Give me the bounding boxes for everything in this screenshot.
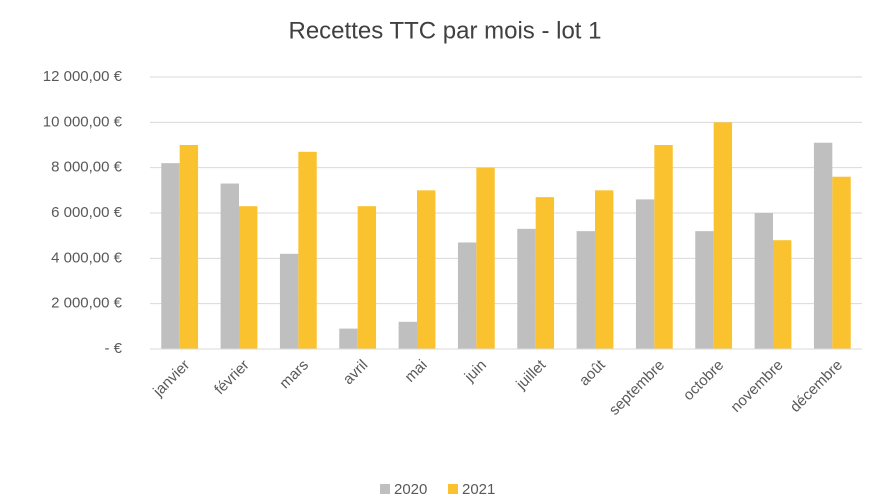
chart-title: Recettes TTC par mois - lot 1 (289, 17, 602, 44)
x-tick-label: juillet (512, 356, 549, 393)
bar (535, 197, 555, 349)
y-tick-label: 10 000,00 € (43, 113, 123, 130)
bar (695, 231, 714, 349)
legend-swatch (448, 484, 458, 494)
x-tick-label: mai (402, 357, 431, 386)
x-tick-label: décembre (787, 357, 846, 416)
bar (179, 145, 199, 349)
bar (813, 142, 833, 349)
bar (220, 183, 239, 349)
x-tick-label: février (211, 357, 252, 398)
bar (239, 206, 258, 349)
x-tick-label: septembre (606, 357, 668, 419)
bar (457, 242, 477, 349)
y-tick-label: 2 000,00 € (51, 295, 123, 312)
bar (339, 328, 358, 349)
y-tick-label: 8 000,00 € (51, 159, 123, 176)
x-tick-label: août (576, 356, 609, 389)
x-tick-label: janvier (149, 357, 193, 401)
x-tick-label: juin (461, 357, 490, 386)
bar (654, 145, 673, 349)
y-tick-label: 4 000,00 € (51, 249, 123, 266)
y-tick-label: 12 000,00 € (43, 68, 123, 85)
bar (279, 253, 299, 349)
x-tick-label: avril (340, 357, 371, 388)
bar (417, 190, 436, 349)
y-tick-label: 6 000,00 € (51, 204, 123, 221)
legend-label: 2020 (394, 481, 427, 498)
bar (635, 199, 655, 349)
x-tick-label: mars (276, 357, 312, 393)
bar (576, 231, 595, 349)
bar (595, 190, 614, 349)
bar (357, 206, 377, 349)
bar (398, 321, 417, 349)
bar (773, 240, 792, 349)
bar (713, 122, 733, 349)
y-tick-label: - € (104, 340, 122, 357)
bar (517, 228, 536, 349)
bar (754, 213, 773, 349)
bar (476, 167, 495, 349)
bar (832, 176, 851, 349)
legend-swatch (380, 484, 390, 494)
bar (161, 163, 180, 349)
bar (298, 151, 317, 349)
x-tick-label: octobre (680, 357, 727, 404)
x-tick-label: novembre (727, 357, 786, 416)
legend-label: 2021 (462, 481, 495, 498)
